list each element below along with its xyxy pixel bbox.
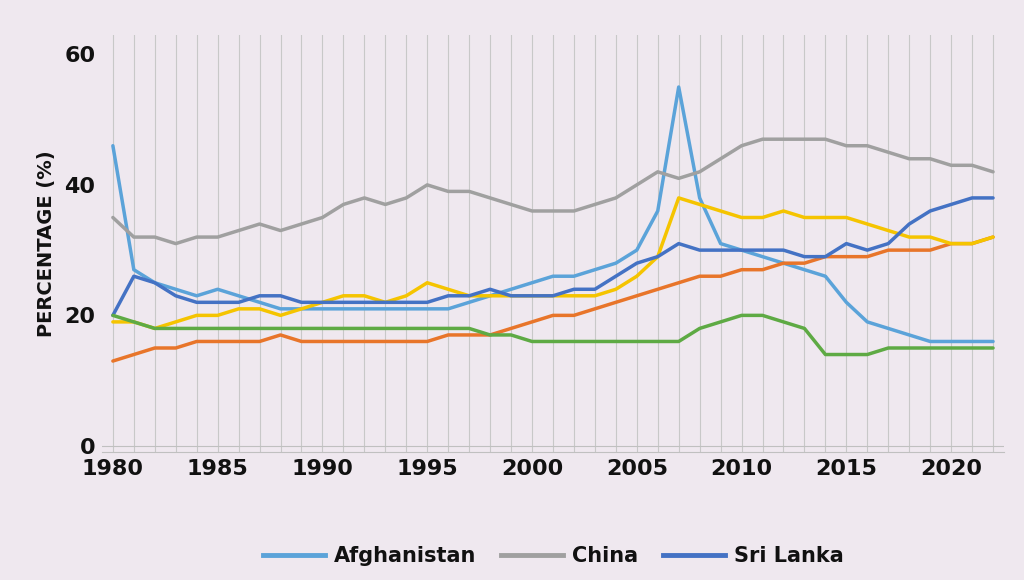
Y-axis label: PERCENTAGE (%): PERCENTAGE (%) bbox=[37, 150, 56, 337]
Legend: Afghanistan, Bangladesh, China, India, Sri Lanka, Pakistan: Afghanistan, Bangladesh, China, India, S… bbox=[262, 546, 844, 580]
